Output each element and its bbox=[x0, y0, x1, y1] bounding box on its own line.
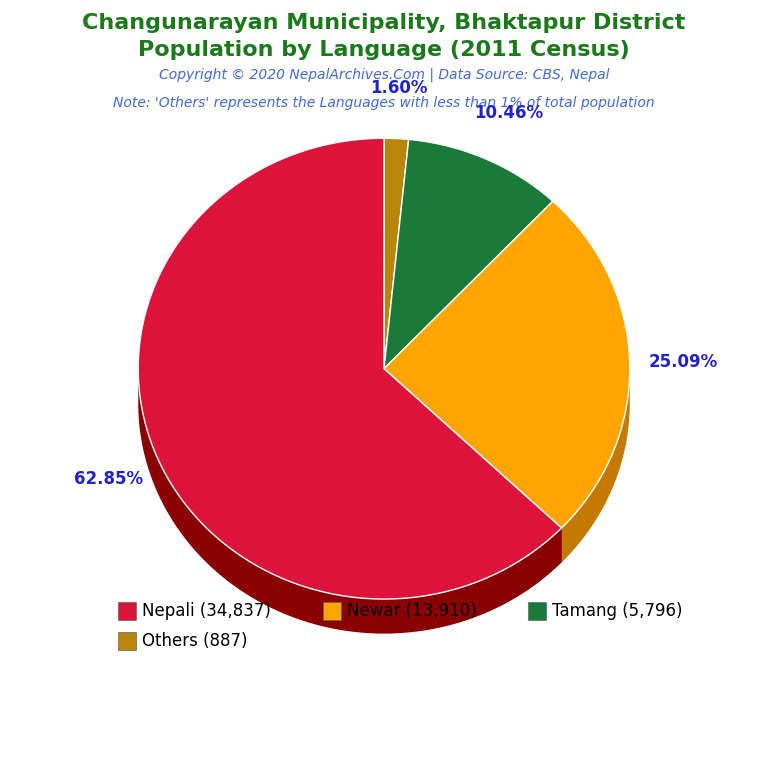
Bar bbox=[118, 632, 136, 650]
Polygon shape bbox=[384, 140, 553, 369]
Text: Changunarayan Municipality, Bhaktapur District: Changunarayan Municipality, Bhaktapur Di… bbox=[82, 13, 686, 33]
Polygon shape bbox=[138, 372, 561, 634]
Polygon shape bbox=[384, 369, 561, 562]
Text: 1.60%: 1.60% bbox=[370, 79, 428, 97]
Text: Note: 'Others' represents the Languages with less than 1% of total population: Note: 'Others' represents the Languages … bbox=[113, 96, 655, 110]
Text: Copyright © 2020 NepalArchives.Com | Data Source: CBS, Nepal: Copyright © 2020 NepalArchives.Com | Dat… bbox=[159, 68, 609, 82]
Bar bbox=[118, 602, 136, 620]
Bar bbox=[323, 602, 341, 620]
Polygon shape bbox=[384, 201, 630, 528]
Text: 25.09%: 25.09% bbox=[649, 353, 718, 371]
Text: Nepali (34,837): Nepali (34,837) bbox=[142, 602, 271, 620]
Bar bbox=[528, 602, 546, 620]
Polygon shape bbox=[384, 369, 561, 562]
Text: 62.85%: 62.85% bbox=[74, 470, 143, 488]
Text: Newar (13,910): Newar (13,910) bbox=[347, 602, 477, 620]
Polygon shape bbox=[561, 369, 630, 562]
Polygon shape bbox=[384, 138, 409, 369]
Text: Tamang (5,796): Tamang (5,796) bbox=[552, 602, 683, 620]
Polygon shape bbox=[138, 138, 561, 599]
Text: Population by Language (2011 Census): Population by Language (2011 Census) bbox=[138, 40, 630, 60]
Text: 10.46%: 10.46% bbox=[474, 104, 543, 122]
Text: Others (887): Others (887) bbox=[142, 632, 247, 650]
